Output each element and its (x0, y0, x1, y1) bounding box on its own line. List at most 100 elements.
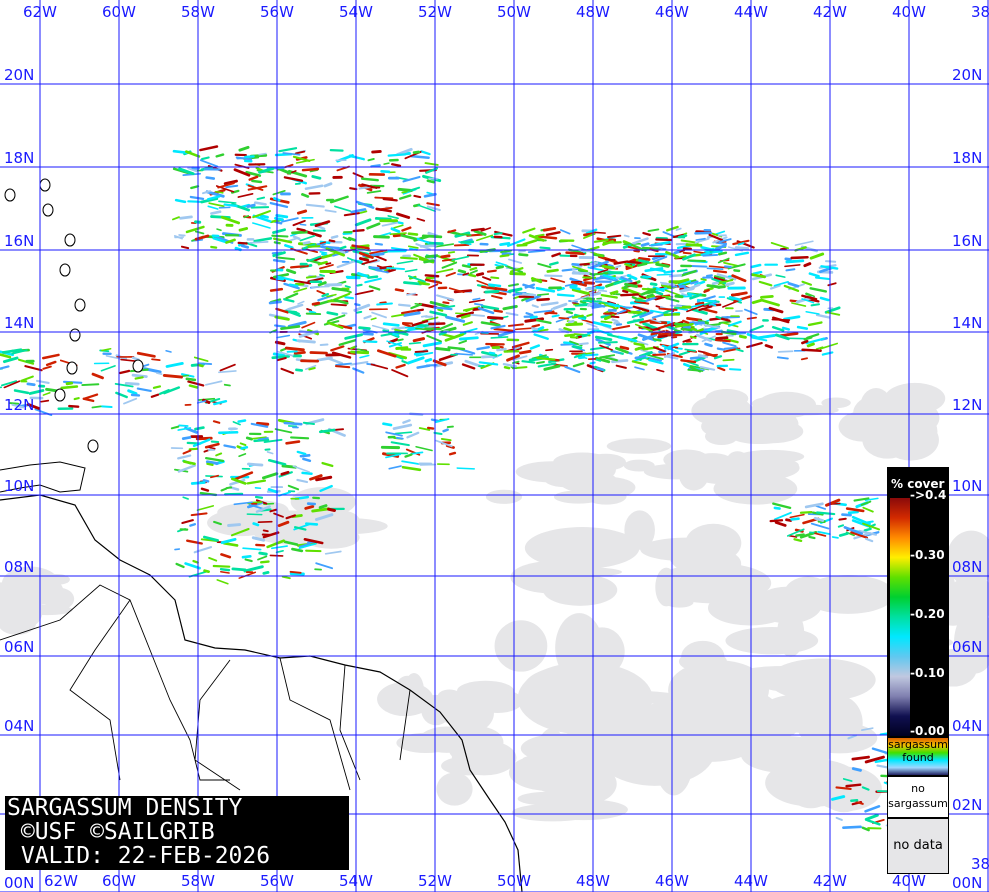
sargassum-streak (402, 419, 411, 424)
sargassum-streak (293, 350, 306, 355)
sargassum-streak (465, 307, 474, 313)
sargassum-streak (624, 282, 638, 288)
sargassum-streak (506, 354, 520, 362)
sargassum-streak (9, 402, 20, 405)
sargassum-streak (514, 346, 521, 350)
sargassum-streak (351, 244, 370, 250)
longitude-label-top: 52W (418, 3, 452, 21)
sargassum-streak (464, 359, 482, 368)
no-data-patch (757, 391, 817, 419)
sargassum-streak (197, 363, 204, 368)
sargassum-streak (296, 209, 308, 215)
sargassum-streak (837, 524, 845, 528)
sargassum-streak (215, 452, 223, 457)
sargassum-streak (316, 356, 333, 362)
sargassum-streak (424, 162, 439, 166)
sargassum-streak (488, 351, 496, 355)
sargassum-streak (269, 201, 289, 209)
sargassum-streak (536, 356, 556, 361)
sargassum-streak (397, 187, 413, 192)
sargassum-streak (537, 235, 558, 240)
sargassum-streak (682, 325, 692, 329)
sargassum-streak (713, 355, 723, 360)
sargassum-streak (285, 292, 299, 300)
sargassum-streak (800, 357, 808, 361)
sargassum-streak (237, 192, 254, 198)
sargassum-streak (251, 536, 266, 542)
sargassum-streak (229, 478, 246, 486)
sargassum-streak (302, 240, 311, 245)
sargassum-streak (424, 274, 440, 278)
sargassum-streak (321, 461, 334, 468)
sargassum-streak (369, 249, 388, 255)
sargassum-streak (607, 300, 617, 305)
sargassum-streak (380, 169, 391, 174)
sargassum-streak (546, 268, 559, 273)
sargassum-streak (794, 240, 814, 246)
sargassum-streak (370, 252, 385, 257)
sargassum-streak (391, 369, 409, 378)
latitude-label-right: 18N (952, 149, 983, 167)
sargassum-streak (582, 299, 602, 303)
sargassum-streak (329, 195, 349, 204)
sargassum-streak (756, 333, 776, 340)
sargassum-streak (245, 436, 254, 441)
sargassum-streak (721, 315, 741, 319)
sargassum-streak (274, 315, 290, 321)
sargassum-streak (407, 275, 426, 283)
title-line: SARGASSUM DENSITY (7, 795, 243, 821)
sargassum-streak (259, 560, 270, 564)
sargassum-streak (534, 233, 545, 238)
sargassum-streak (441, 261, 458, 269)
sargassum-streak (240, 244, 250, 249)
sargassum-streak (439, 322, 454, 331)
sargassum-streak (358, 251, 374, 259)
longitude-label-top: 54W (339, 3, 373, 21)
sargassum-streak (40, 399, 50, 403)
sargassum-streak (550, 305, 559, 311)
sargassum-streak (344, 285, 351, 289)
sargassum-streak (494, 230, 513, 237)
sargassum-streak (810, 522, 830, 530)
sargassum-streak (734, 251, 750, 257)
sargassum-streak (273, 512, 284, 518)
sargassum-streak (681, 293, 688, 297)
sargassum-streak (220, 215, 240, 225)
sargassum-streak (308, 366, 316, 371)
sargassum-streak (480, 227, 492, 232)
sargassum-streak (296, 339, 316, 344)
sargassum-streak (695, 237, 706, 241)
color-legend: % cover ->0.4 -0.30 -0.20 -0.10 -0.00 sa… (887, 467, 949, 874)
sargassum-streak (694, 237, 710, 244)
sargassum-streak (514, 327, 533, 331)
sargassum-streak (784, 257, 792, 261)
sargassum-streak (215, 190, 224, 194)
latitude-label-right: 02N (952, 796, 983, 814)
sargassum-streak (462, 321, 473, 326)
sargassum-streak (210, 215, 231, 219)
sargassum-streak (417, 204, 436, 212)
sargassum-streak (410, 451, 424, 455)
sargassum-streak (418, 427, 431, 431)
sargassum-streak (375, 269, 389, 274)
sargassum-streak (775, 274, 786, 278)
sargassum-streak (91, 405, 102, 409)
sargassum-streak (634, 300, 650, 305)
sargassum-streak (416, 217, 426, 222)
sargassum-streak (319, 484, 333, 493)
no-data-patch (623, 459, 655, 472)
sargassum-streak (350, 361, 369, 366)
sargassum-streak (391, 163, 402, 167)
sargassum-streak (737, 242, 745, 246)
sargassum-streak (819, 296, 830, 302)
sargassum-streak (382, 197, 398, 202)
sargassum-streak (303, 229, 322, 238)
sargassum-streak (644, 353, 664, 360)
sargassum-streak (383, 162, 390, 165)
sargassum-streak (278, 147, 298, 153)
sargassum-streak (407, 356, 425, 365)
no-data-patch (594, 712, 716, 786)
sargassum-streak (353, 303, 371, 312)
sargassum-streak (306, 308, 313, 312)
sargassum-streak (276, 350, 294, 357)
